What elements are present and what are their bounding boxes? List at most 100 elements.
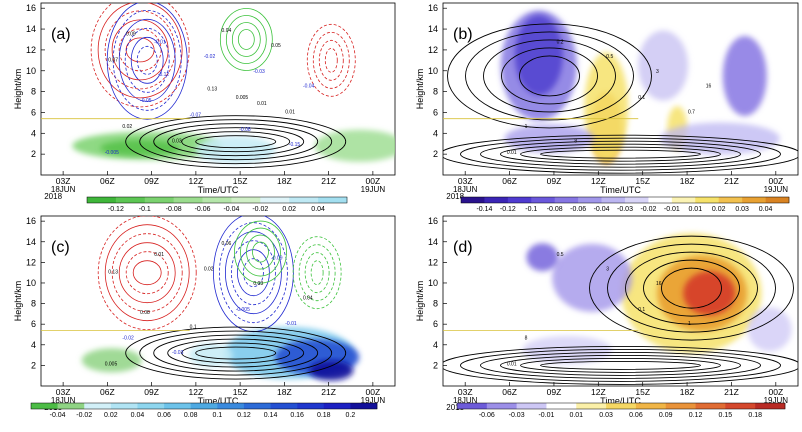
colorbar-segment: [554, 197, 579, 203]
contour-line: [124, 27, 170, 93]
y-axis: 2 4 6 8 10 12 14 16 Height/km: [415, 3, 447, 159]
contour-line: [181, 342, 291, 364]
colorbar-tick-label: 0.1: [212, 412, 222, 419]
pos-core: [309, 360, 354, 381]
contour-line: [118, 242, 176, 304]
colorbar-segment: [742, 197, 766, 203]
colorbar: -0.12 -0.1 -0.08 -0.06 -0.04 -0.02 0.02 0.04: [86, 196, 348, 213]
contour-value-label: -0.02: [204, 54, 216, 60]
contour-line: [443, 134, 798, 174]
contour-line: [139, 330, 333, 376]
x-tick-label: 21Z: [321, 387, 336, 397]
contour-line: [118, 18, 176, 102]
panel-label: (a): [51, 26, 71, 43]
colorbar-tick-label: -0.1: [139, 206, 151, 213]
y-axis: 2 4 6 8 10 12 14 16 Height/km: [13, 3, 45, 159]
colorbar-segment: [137, 403, 165, 409]
colorbar-segment: [457, 403, 488, 409]
colorbar-segment: [531, 197, 556, 203]
contour-value-label: 0.01: [257, 101, 267, 107]
contour-line: [236, 249, 270, 297]
y-tick-label: 12: [26, 257, 36, 267]
contour-line: [483, 39, 616, 113]
colorbar-segment: [164, 403, 191, 409]
colorbar-tick-label: 0.14: [264, 412, 278, 419]
x-tick-label: 09Z: [144, 387, 159, 397]
x-tick-label: 12Z: [189, 387, 204, 397]
pos-region: [584, 52, 629, 163]
colorbar-segment: [648, 197, 673, 203]
contour-value-label: -0.12: [158, 72, 170, 78]
x-year-label: 2018: [446, 192, 464, 201]
x-tick-label: 15Z: [233, 176, 248, 186]
y-tick-label: 16: [428, 216, 438, 226]
x-tick-label: 00Z: [366, 176, 381, 186]
y-tick-label: 10: [428, 66, 438, 76]
contour-line: [130, 36, 164, 84]
contour-line: [139, 119, 333, 165]
y-tick-label: 16: [26, 3, 36, 13]
contour-value-label: 0.03: [172, 139, 182, 145]
contour-value-label: 0.13: [108, 270, 118, 276]
contour-line: [106, 3, 188, 120]
colorbar-tick-label: 0.09: [659, 412, 673, 419]
contour-value-label: -0.09: [271, 255, 283, 261]
y-tick-label: 10: [26, 278, 36, 288]
colorbar-tick-label: -0.14: [476, 206, 492, 213]
x-date-label: 18JUN: [51, 185, 76, 194]
pos-region: [195, 135, 276, 164]
contour-value-label: 0.2: [557, 40, 564, 46]
colorbar-outline: [30, 402, 378, 410]
contour-line: [625, 251, 758, 325]
colorbar-segment: [695, 197, 720, 203]
contour-value-label: -0.04: [303, 83, 315, 89]
y-axis-label: Height/km: [415, 281, 425, 322]
colorbar-tick-label: 0.04: [311, 206, 325, 213]
contour-line: [136, 45, 158, 75]
contour-line: [125, 115, 347, 169]
colorbar-tick-label: 0.06: [629, 412, 643, 419]
x-tick-label: 03Z: [56, 176, 71, 186]
contour-value-label: 16: [706, 83, 712, 89]
colorbar-tick-label: 0.02: [282, 206, 296, 213]
colorbar-segment: [606, 403, 637, 409]
colorbar-segment: [110, 403, 138, 409]
y-tick-label: 10: [428, 278, 438, 288]
contour-line: [181, 131, 291, 153]
x-tick-label: 21Z: [724, 176, 739, 186]
panel-label: (b): [453, 26, 473, 43]
neg-region: [504, 124, 595, 153]
x-tick-label: 15Z: [635, 387, 650, 397]
colorbar-tick-label: 0.01: [569, 412, 583, 419]
colorbar-segment: [144, 197, 174, 203]
x-tick-label: 21Z: [321, 176, 336, 186]
colorbar-tick-label: 0.08: [184, 412, 198, 419]
colorbar-tick-label: 0.03: [599, 412, 613, 419]
neg-region: [552, 243, 633, 312]
y-tick-label: 14: [26, 237, 36, 247]
colorbar-tick-label: 0.18: [748, 412, 762, 419]
colorbar-tick-label: -0.04: [594, 206, 610, 213]
contour-value-label: -0.03: [172, 350, 184, 356]
colorbar-segment: [765, 197, 790, 203]
pos-core: [683, 271, 736, 316]
contour-value-label: 0.06: [222, 241, 232, 247]
contour-line: [240, 227, 281, 277]
colorbar-segment: [84, 403, 112, 409]
colorbar-segment: [578, 197, 602, 203]
contour-line: [231, 22, 261, 57]
contour-line: [324, 47, 338, 73]
contour-line: [195, 346, 277, 360]
colorbar-tick-label: -0.06: [570, 206, 586, 213]
x-tick-label: 09Z: [547, 387, 562, 397]
neg-region: [81, 348, 142, 373]
contour-line: [520, 146, 721, 162]
contour-value-label: 0.5: [557, 252, 564, 258]
contour-line: [500, 143, 741, 165]
x-tick-label: 03Z: [458, 176, 473, 186]
contour-line: [90, 3, 190, 108]
colorbar-tick-label: -0.02: [76, 412, 92, 419]
